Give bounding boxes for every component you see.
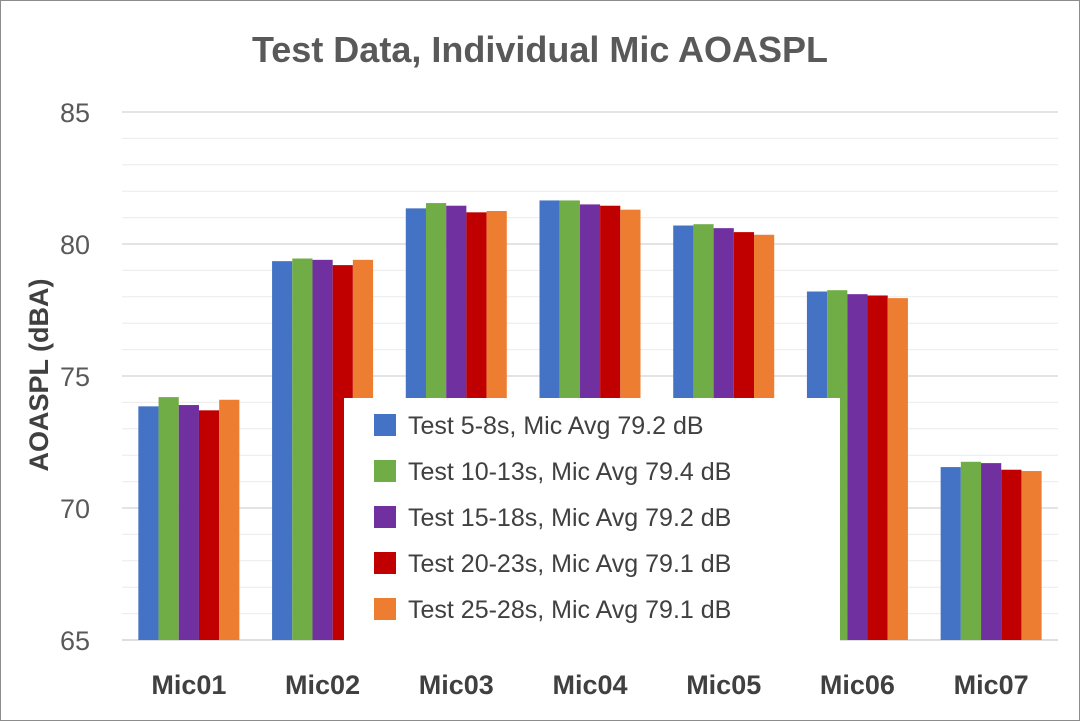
y-tick-label: 80	[60, 230, 90, 260]
category-labels: Mic01 Mic02 Mic03 Mic04 Mic05 Mic06 Mic07	[151, 670, 1028, 700]
bar-mic02-series-3	[312, 259, 333, 640]
legend-entry: Test 15-18s, Mic Avg 79.2 dB	[408, 504, 731, 532]
legend-swatch	[374, 460, 396, 482]
y-tick-label: 65	[60, 626, 90, 656]
bar-mic01-series-4	[198, 410, 220, 640]
category-label: Mic07	[954, 670, 1029, 700]
bar-mic07-series-3	[981, 463, 1002, 640]
legend: Test 5-8s, Mic Avg 79.2 dB Test 10-13s, M…	[344, 398, 840, 642]
category-label: Mic03	[419, 670, 494, 700]
y-tick-label: 70	[60, 494, 90, 524]
bar-mic06-series-4	[867, 295, 888, 640]
bar-mic01-series-1	[138, 406, 159, 640]
y-tick-labels: 65 70 75 80 85	[60, 98, 90, 656]
bar-mic06-series-3	[847, 294, 868, 640]
legend-swatch	[374, 506, 396, 528]
legend-entry: Test 5-8s, Mic Avg 79.2 dB	[408, 412, 704, 440]
bar-mic02-series-2	[292, 258, 313, 640]
y-tick-label: 85	[60, 98, 90, 128]
category-label: Mic04	[552, 670, 627, 700]
legend-swatch	[374, 552, 396, 574]
legend-swatch	[374, 598, 396, 620]
bar-mic06-series-5	[887, 298, 908, 640]
bar-mic01-series-5	[219, 399, 240, 640]
legend-entry: Test 10-13s, Mic Avg 79.4 dB	[408, 458, 731, 486]
bar-mic01-series-2	[158, 397, 179, 640]
bar-mic02-series-1	[272, 261, 293, 640]
bar-mic07-series-5	[1021, 471, 1042, 640]
legend-box	[344, 398, 840, 642]
category-label: Mic02	[285, 670, 360, 700]
chart-title: Test Data, Individual Mic AOASPL	[252, 29, 828, 70]
category-label: Mic01	[151, 670, 226, 700]
legend-entry: Test 20-23s, Mic Avg 79.1 dB	[408, 550, 731, 578]
y-tick-label: 75	[60, 362, 90, 392]
legend-entry: Test 25-28s, Mic Avg 79.1 dB	[408, 596, 731, 624]
y-axis-label: AOASPL (dBA)	[24, 279, 54, 472]
bar-mic07-series-4	[1001, 469, 1022, 640]
category-label: Mic06	[820, 670, 895, 700]
category-label: Mic05	[686, 670, 761, 700]
bar-mic07-series-1	[940, 467, 961, 640]
bar-mic07-series-2	[960, 461, 982, 640]
bar-mic01-series-3	[178, 405, 199, 640]
legend-swatch	[374, 414, 396, 436]
